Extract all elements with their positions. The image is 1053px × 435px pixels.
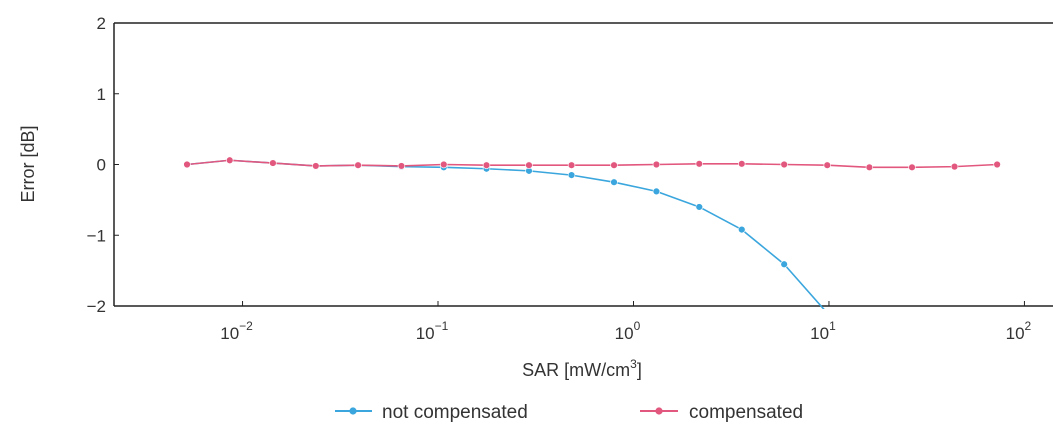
x-tick-label: 101 bbox=[810, 319, 836, 343]
data-point-compensated bbox=[525, 161, 533, 169]
data-point-not-compensated bbox=[567, 171, 576, 179]
data-point-compensated bbox=[567, 161, 576, 169]
x-tick-label: 100 bbox=[615, 319, 641, 343]
x-axis-title-suffix: ] bbox=[637, 360, 642, 380]
data-point-compensated bbox=[908, 163, 916, 172]
legend-item-not-compensated: not compensated bbox=[335, 402, 528, 423]
x-tick-label-base: 10 bbox=[416, 324, 435, 343]
x-axis-title: SAR [mW/cm3] bbox=[522, 357, 642, 380]
data-point-compensated bbox=[183, 160, 191, 169]
y-tick-label: 0 bbox=[97, 156, 106, 175]
data-point-not-compensated bbox=[610, 178, 618, 186]
x-tick-label: 102 bbox=[1006, 319, 1032, 343]
x-tick-label-base: 10 bbox=[810, 324, 829, 343]
series-compensated bbox=[183, 156, 1001, 172]
data-point-compensated bbox=[226, 156, 234, 164]
x-tick-label: 10−1 bbox=[416, 319, 449, 343]
y-tick-label: 1 bbox=[97, 85, 106, 104]
legend-marker-not-compensated bbox=[349, 407, 357, 415]
data-point-compensated bbox=[695, 160, 703, 168]
x-tick-label-base: 10 bbox=[1006, 324, 1025, 343]
data-point-compensated bbox=[610, 161, 618, 169]
data-point-not-compensated bbox=[695, 203, 703, 211]
y-tick-label: −2 bbox=[87, 297, 106, 316]
y-axis-title: Error [dB] bbox=[18, 125, 38, 202]
data-point-compensated bbox=[312, 162, 320, 170]
data-point-compensated bbox=[950, 162, 959, 171]
y-tick-label: 2 bbox=[97, 14, 106, 33]
data-point-not-compensated bbox=[738, 225, 746, 234]
data-point-compensated bbox=[652, 160, 661, 169]
data-point-compensated bbox=[993, 160, 1001, 169]
x-tick-label-base: 10 bbox=[615, 324, 634, 343]
x-axis-title-main: SAR [mW/cm bbox=[522, 360, 630, 380]
series-line-not-compensated bbox=[186, 159, 825, 309]
legend-label-compensated: compensated bbox=[689, 402, 803, 423]
data-point-not-compensated bbox=[652, 187, 661, 196]
legend-label-not-compensated: not compensated bbox=[382, 402, 528, 423]
data-point-compensated bbox=[738, 160, 746, 168]
x-tick-label-exponent: 1 bbox=[829, 319, 836, 333]
x-axis-title-superscript: 3 bbox=[630, 357, 637, 371]
legend: not compensated compensated bbox=[335, 402, 803, 423]
x-tick-label-exponent: 0 bbox=[634, 319, 641, 333]
x-tick-label-exponent: −2 bbox=[239, 319, 253, 333]
series-not-compensated bbox=[183, 156, 825, 309]
x-tick-label: 10−2 bbox=[220, 319, 253, 343]
data-point-compensated bbox=[354, 161, 362, 169]
data-point-compensated bbox=[865, 163, 874, 172]
data-point-compensated bbox=[269, 159, 277, 167]
x-tick-label-exponent: −1 bbox=[435, 319, 449, 333]
y-tick-label: −1 bbox=[87, 226, 106, 245]
legend-item-compensated: compensated bbox=[640, 402, 803, 423]
data-point-compensated bbox=[823, 161, 831, 169]
x-tick-label-base: 10 bbox=[220, 324, 239, 343]
data-point-not-compensated bbox=[780, 260, 788, 268]
legend-marker-compensated bbox=[655, 407, 663, 415]
series-line-compensated bbox=[186, 159, 998, 169]
x-tick-label-exponent: 2 bbox=[1025, 319, 1032, 333]
data-point-compensated bbox=[780, 160, 788, 169]
data-point-compensated bbox=[397, 162, 406, 170]
data-point-compensated bbox=[440, 160, 448, 169]
data-point-compensated bbox=[482, 161, 491, 169]
